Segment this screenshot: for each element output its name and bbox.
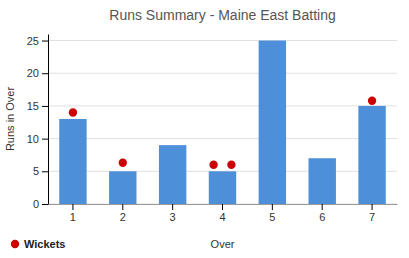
x-axis: 1 2 3 4 5 6 7 — [49, 204, 398, 223]
bar — [59, 119, 86, 204]
y-tick-mark — [42, 139, 48, 140]
x-tick-label: 6 — [319, 211, 325, 223]
bar — [159, 145, 186, 204]
bar — [309, 158, 336, 204]
x-tick-mark — [272, 204, 273, 210]
y-tick: 0 — [33, 198, 48, 210]
legend-marker — [11, 240, 19, 248]
y-tick-label: 20 — [27, 67, 39, 79]
bar — [358, 106, 385, 204]
bar — [109, 171, 136, 204]
y-tick: 20 — [27, 67, 48, 79]
x-tick-mark — [322, 204, 323, 210]
x-tick: 3 — [170, 204, 176, 223]
grid-line — [48, 138, 397, 139]
y-tick: 15 — [27, 100, 48, 112]
x-tick: 6 — [319, 204, 325, 223]
y-tick-label: 0 — [33, 198, 39, 210]
x-tick-mark — [72, 204, 73, 210]
bar — [209, 171, 236, 204]
wicket-dot — [227, 161, 235, 169]
y-tick-label: 10 — [27, 133, 39, 145]
grid-line — [48, 105, 397, 106]
y-tick-label: 5 — [33, 165, 39, 177]
grid-line — [48, 40, 397, 41]
grid-line — [48, 73, 397, 74]
wicket-dot — [69, 108, 77, 116]
y-tick: 10 — [27, 133, 48, 145]
wicket-dot — [209, 161, 217, 169]
bar — [259, 41, 286, 204]
x-tick-label: 2 — [120, 211, 126, 223]
grid — [48, 41, 397, 204]
chart: 1 2 3 4 5 6 7 0 5 10 15 20 25 Runs Summary - Maine Ea… — [0, 0, 409, 258]
legend-label: Wickets — [24, 238, 65, 250]
y-axis-title: Runs in Over — [4, 87, 16, 152]
y-tick-mark — [42, 73, 48, 74]
y-tick-mark — [42, 106, 48, 107]
y-axis: 0 5 10 15 20 25 — [27, 35, 49, 211]
x-axis-title: Over — [211, 238, 235, 250]
y-axis-line — [48, 35, 49, 205]
legend-item: Wickets — [11, 238, 66, 250]
plot-area — [59, 41, 386, 204]
legend: Wickets — [11, 238, 66, 250]
y-tick-label: 15 — [27, 100, 39, 112]
x-tick: 4 — [219, 204, 225, 223]
y-tick-mark — [42, 204, 48, 205]
x-tick-label: 3 — [170, 211, 176, 223]
x-tick-label: 7 — [369, 211, 375, 223]
y-tick-mark — [42, 41, 48, 42]
x-tick: 5 — [269, 204, 275, 223]
y-tick: 25 — [27, 35, 48, 47]
x-tick-mark — [172, 204, 173, 210]
title: Runs Summary - Maine East Batting — [109, 7, 335, 23]
x-tick: 2 — [120, 204, 126, 223]
y-tick-mark — [42, 171, 48, 172]
y-tick: 5 — [33, 165, 48, 177]
x-tick-label: 4 — [219, 211, 225, 223]
x-tick-label: 5 — [269, 211, 275, 223]
y-tick-label: 25 — [27, 35, 39, 47]
wicket-dot — [119, 159, 127, 167]
x-tick-mark — [122, 204, 123, 210]
x-tick-mark — [222, 204, 223, 210]
x-tick: 7 — [369, 204, 375, 223]
x-tick: 1 — [70, 204, 76, 223]
wicket-dot — [368, 97, 376, 105]
x-tick-label: 1 — [70, 211, 76, 223]
x-tick-mark — [372, 204, 373, 210]
